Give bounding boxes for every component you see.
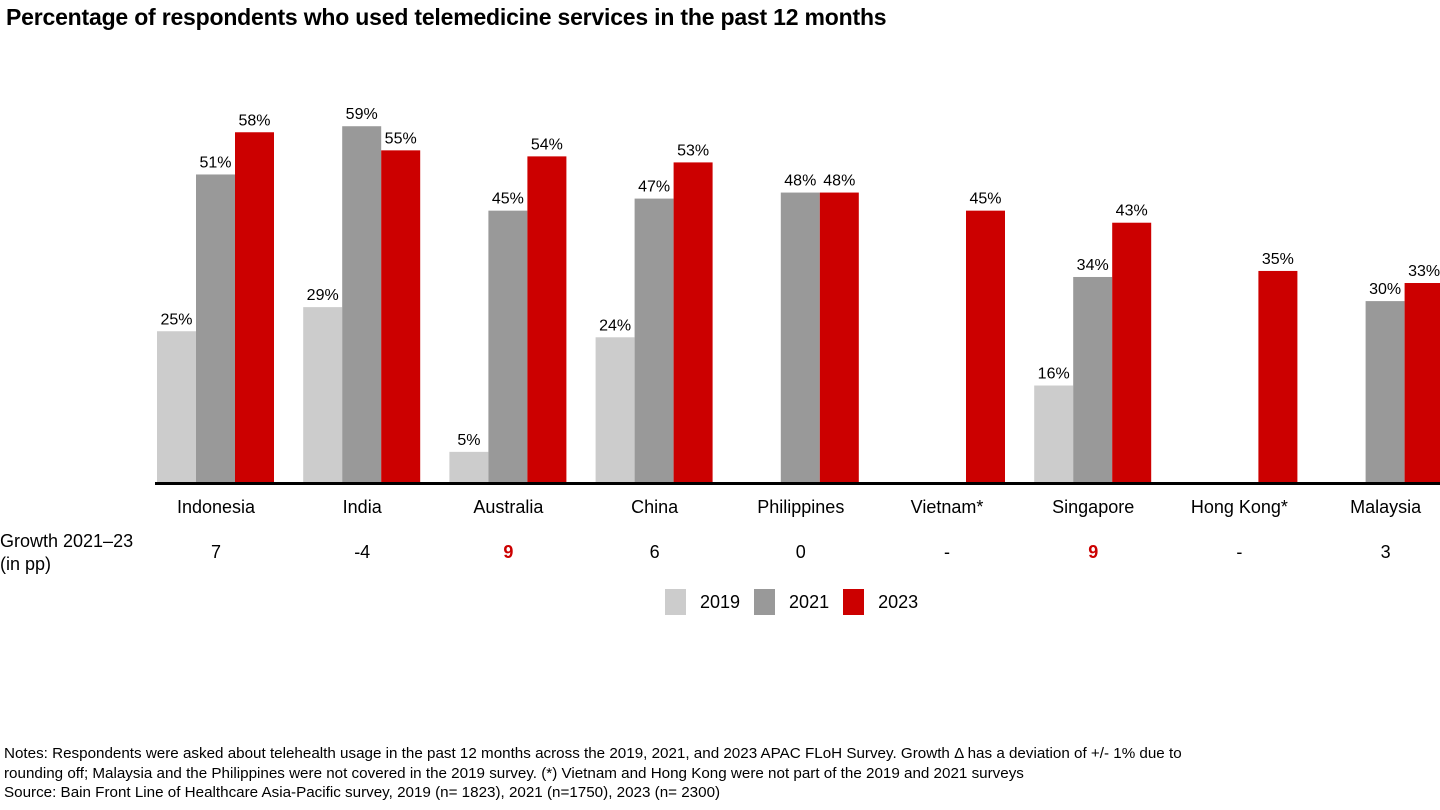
category-label-indonesia: Indonesia [177,497,256,517]
bar-indonesia-2021 [196,174,235,482]
data-label-singapore-2019: 16% [1038,366,1070,383]
bar-china-2021 [634,198,674,482]
bar-malaysia-2023 [1404,283,1440,482]
data-label-malaysia-2021: 30% [1369,281,1401,298]
bar-indonesia-2019 [157,331,196,482]
legend-swatch-2021 [754,589,776,615]
bar-indonesia-2023 [235,132,274,482]
growth-value-india: -4 [354,542,370,562]
category-label-singapore: Singapore [1052,497,1134,517]
legend-swatch-2023 [843,589,865,615]
data-label-vietnam-2023: 45% [969,191,1001,208]
data-label-australia-2021: 45% [492,191,524,208]
notes: Notes: Respondents were asked about tele… [4,744,1434,803]
data-label-china-2023: 53% [677,142,709,159]
category-label-malaysia: Malaysia [1350,497,1422,517]
data-label-indonesia-2019: 25% [160,311,192,328]
growth-value-singapore: 9 [1088,542,1098,562]
bar-australia-2021 [488,210,528,482]
bar-philippines-2021 [780,192,820,482]
bar-australia-2023 [527,156,567,482]
data-label-singapore-2021: 34% [1077,257,1109,274]
growth-label-line1: Growth 2021–23 [0,531,134,551]
legend-item-2021: 2021 [754,589,829,615]
legend-item-2023: 2023 [843,589,918,615]
bar-india-2019 [303,307,343,482]
data-label-philippines-2021: 48% [784,173,816,190]
data-label-china-2019: 24% [599,317,631,334]
growth-value-hong-kong: - [1236,542,1242,562]
growth-row-label: Growth 2021–23 (in pp) [0,530,133,576]
data-label-singapore-2023: 43% [1116,203,1148,220]
bar-philippines-2023 [819,192,859,482]
data-label-indonesia-2021: 51% [199,154,231,171]
category-label-china: China [631,497,679,517]
bar-hong-kong-2023 [1258,270,1298,482]
data-label-philippines-2023: 48% [823,173,855,190]
growth-label-line2: (in pp) [0,554,52,574]
data-label-indonesia-2023: 58% [238,112,270,129]
category-label-philippines: Philippines [757,497,844,517]
bar-malaysia-2021 [1365,301,1405,482]
growth-value-philippines: 0 [796,542,806,562]
data-label-china-2021: 47% [638,179,670,196]
growth-value-indonesia: 7 [211,542,221,562]
data-label-malaysia-2023: 33% [1408,263,1440,280]
data-label-india-2019: 29% [307,287,339,304]
growth-value-australia: 9 [503,542,513,562]
category-label-india: India [343,497,383,517]
growth-value-vietnam: - [944,542,950,562]
bar-china-2023 [673,162,713,482]
bar-australia-2019 [449,451,489,482]
data-label-hong-kong-2023: 35% [1262,251,1294,268]
data-label-india-2021: 59% [346,106,378,123]
bar-china-2019 [595,337,635,482]
notes-line-2: rounding off; Malaysia and the Philippin… [4,764,1024,782]
bar-singapore-2021 [1073,276,1113,482]
legend-label-2023: 2023 [878,591,919,612]
legend: 2019 2021 2023 [665,589,932,615]
bar-vietnam-2023 [966,210,1005,482]
data-label-australia-2019: 5% [457,432,480,449]
source-line: Source: Bain Front Line of Healthcare As… [4,784,721,801]
notes-line-1: Notes: Respondents were asked about tele… [4,745,1182,762]
legend-label-2021: 2021 [789,591,830,612]
legend-label-2019: 2019 [700,591,741,612]
legend-item-2019: 2019 [665,589,740,615]
chart-title: Percentage of respondents who used telem… [6,4,887,30]
bar-singapore-2023 [1112,222,1152,482]
legend-swatch-2019 [665,589,686,615]
category-label-vietnam: Vietnam* [911,497,984,517]
data-label-australia-2023: 54% [531,136,563,153]
bar-india-2021 [342,126,382,482]
category-label-hong-kong: Hong Kong* [1191,497,1288,517]
category-label-australia: Australia [473,497,544,517]
bar-india-2023 [381,150,421,482]
growth-value-china: 6 [650,542,660,562]
data-label-india-2023: 55% [385,130,417,147]
bar-singapore-2019 [1034,385,1074,482]
growth-value-malaysia: 3 [1381,542,1391,562]
